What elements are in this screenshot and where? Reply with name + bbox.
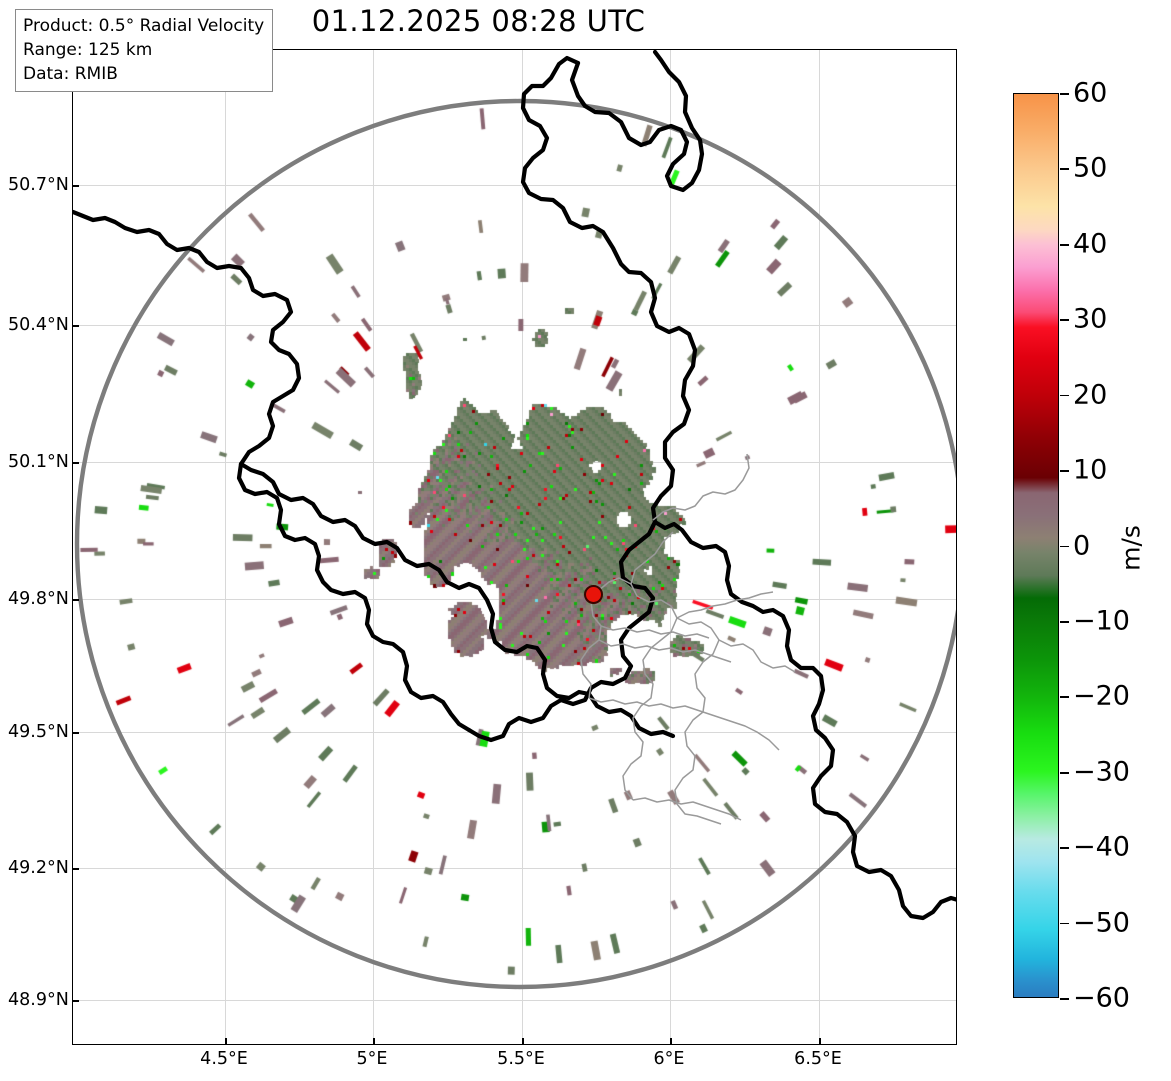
xtick-label-4-5: 4.5°E — [200, 1049, 248, 1069]
country-border-belgium-north — [569, 50, 705, 193]
ytick-label-49-8: 49.8°N — [8, 589, 69, 609]
colorbar-tick--10 — [1060, 620, 1069, 623]
colorbar-tick-label--60: −60 — [1073, 982, 1130, 1014]
xtick-label-6-0: 6°E — [653, 1049, 685, 1069]
xtick-mark-4 — [819, 1038, 821, 1044]
ytick-mark-6 — [73, 1000, 79, 1002]
range-ring-125km — [74, 98, 956, 990]
map-vector-layer — [73, 50, 956, 990]
xtick-label-6-5: 6.5°E — [794, 1049, 842, 1069]
admin-boundary-lux-8 — [632, 797, 742, 821]
ytick-mark-3 — [73, 599, 79, 601]
admin-boundary-lux-4 — [674, 639, 722, 825]
radar-plot-area[interactable] — [72, 49, 957, 1045]
xtick-mark-1 — [373, 1038, 375, 1044]
colorbar-tick-30 — [1060, 319, 1069, 322]
country-border-luxembourg-east — [652, 519, 956, 921]
map-clip — [73, 50, 956, 1044]
colorbar-unit-label: m/s — [1116, 525, 1146, 571]
colorbar-tick-60 — [1060, 93, 1069, 95]
country-border-luxembourg-south — [466, 519, 658, 743]
ytick-mark-2 — [73, 462, 79, 464]
admin-boundary-lux-5 — [600, 625, 710, 639]
xtick-mark-2 — [522, 1038, 524, 1044]
xtick-label-5-0: 5°E — [356, 1049, 388, 1069]
country-border-belgium-east — [520, 55, 698, 525]
colorbar-tick-0 — [1060, 545, 1069, 548]
colorbar-tick-10 — [1060, 470, 1069, 472]
colorbar[interactable] — [1013, 93, 1059, 998]
colorbar-tick-label--30: −30 — [1073, 756, 1130, 788]
page-title: 01.12.2025 08:28 UTC — [311, 4, 646, 38]
ytick-mark-5 — [73, 868, 79, 870]
colorbar-tick-50 — [1060, 168, 1069, 171]
info-box: Product: 0.5° Radial Velocity Range: 125… — [15, 9, 274, 93]
admin-boundary-lux-1 — [630, 531, 796, 673]
colorbar-tick-label-30: 30 — [1073, 303, 1108, 335]
colorbar-tick-label--40: −40 — [1073, 831, 1130, 863]
info-product: Product: 0.5° Radial Velocity — [23, 16, 265, 36]
admin-boundary-lux-10 — [676, 591, 774, 619]
ytick-label-50-1: 50.1°N — [8, 452, 69, 472]
xtick-mark-3 — [670, 1038, 672, 1044]
colorbar-tick-label-20: 20 — [1073, 379, 1108, 411]
colorbar-tick-label-60: 60 — [1073, 77, 1108, 109]
ytick-label-50-4: 50.4°N — [8, 315, 69, 335]
info-data: Data: RMIB — [23, 64, 118, 85]
colorbar-gradient — [1014, 94, 1058, 997]
xtick-label-5-5: 5.5°E — [497, 1049, 545, 1069]
country-border-belgium-west — [73, 209, 302, 467]
colorbar-tick--40 — [1060, 847, 1069, 849]
admin-boundary-lux-7 — [588, 697, 780, 751]
colorbar-tick--50 — [1060, 922, 1069, 925]
ytick-mark-4 — [73, 732, 79, 734]
info-range: Range: 125 km — [23, 40, 153, 61]
ytick-label-50-7: 50.7°N — [8, 175, 69, 195]
ytick-label-49-5: 49.5°N — [8, 722, 69, 742]
colorbar-tick--30 — [1060, 771, 1069, 774]
country-border-belgium-southwest — [236, 461, 472, 733]
colorbar-tick-40 — [1060, 243, 1069, 246]
admin-boundary-lux-6 — [598, 639, 732, 663]
ytick-mark-1 — [73, 325, 79, 327]
colorbar-tick--20 — [1060, 696, 1069, 699]
xtick-mark-0 — [225, 1038, 227, 1044]
radar-site-marker[interactable] — [584, 585, 603, 604]
colorbar-tick-label-10: 10 — [1073, 454, 1108, 486]
colorbar-tick-label-40: 40 — [1073, 228, 1108, 260]
colorbar-tick-20 — [1060, 394, 1069, 397]
admin-boundary-lux-3 — [622, 617, 678, 801]
ytick-label-48-9: 48.9°N — [8, 990, 69, 1010]
colorbar-tick-label--10: −10 — [1073, 605, 1130, 637]
colorbar-tick-label--50: −50 — [1073, 907, 1130, 939]
colorbar-tick-label-0: 0 — [1073, 530, 1091, 561]
colorbar-tick--60 — [1060, 998, 1069, 1000]
country-border-belgium-luxembourg-link — [238, 461, 676, 739]
colorbar-tick-label-50: 50 — [1073, 152, 1108, 184]
ytick-mark-0 — [73, 185, 79, 187]
admin-boundary-lux-9 — [652, 453, 750, 521]
colorbar-tick-label--20: −20 — [1073, 680, 1130, 712]
ytick-label-49-2: 49.2°N — [8, 858, 69, 878]
